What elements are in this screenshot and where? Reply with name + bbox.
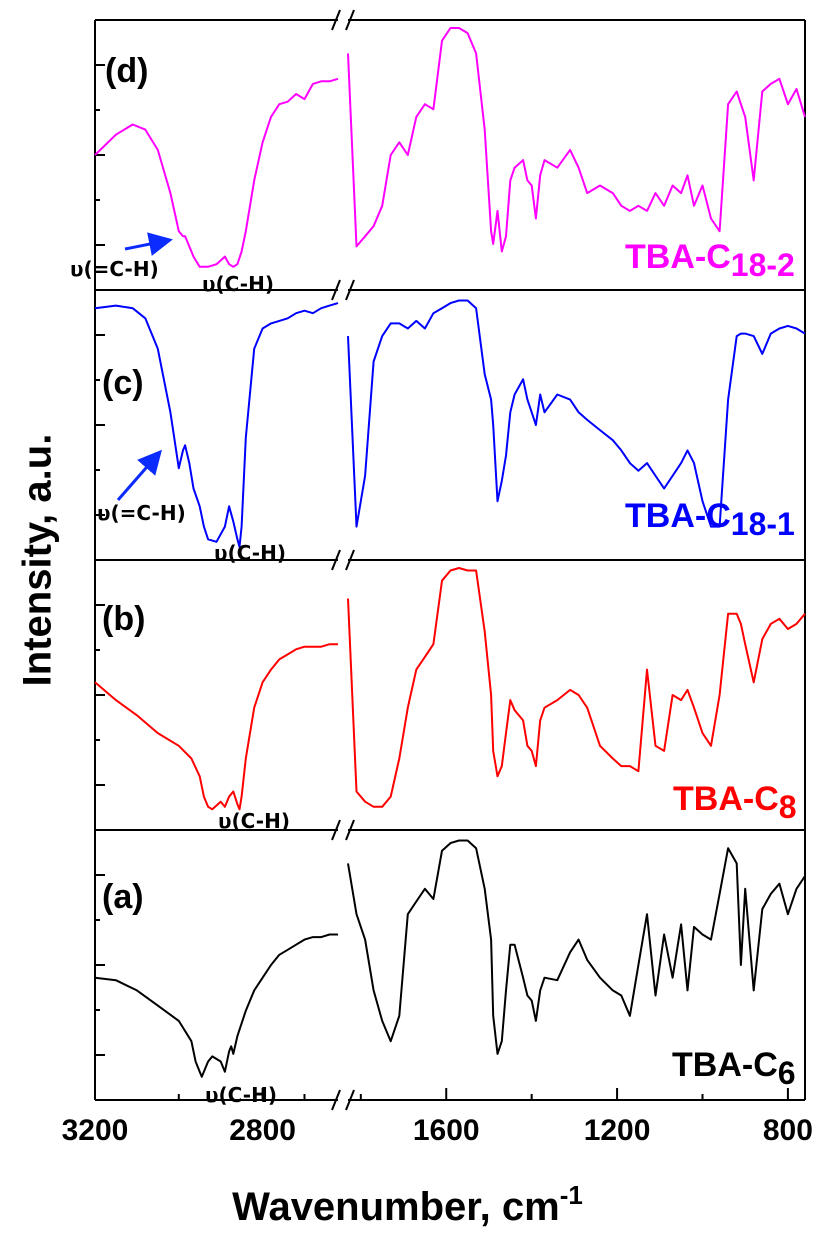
x-axis-label: Wavenumber, cm bbox=[232, 1185, 560, 1229]
sample-name-subscript: 6 bbox=[778, 1055, 796, 1091]
sample-name-c: TBA-C18-1 bbox=[625, 497, 795, 542]
axes-layer bbox=[94, 9, 806, 1111]
vibration-annotation: υ(C-H) bbox=[202, 272, 274, 296]
panel-letter-c: (c) bbox=[102, 364, 144, 402]
panel-letter-a: (a) bbox=[102, 878, 144, 916]
spectrum-b-right bbox=[347, 567, 806, 808]
sample-name-base: TBA-C bbox=[625, 497, 731, 535]
annotation-arrow bbox=[116, 449, 162, 501]
x-axis-label-sup: -1 bbox=[559, 1180, 583, 1210]
panel-letter-d: (d) bbox=[105, 52, 148, 90]
spectrum-a-left bbox=[94, 933, 338, 1078]
x-axis-label-wrap: Wavenumber, cm-1 bbox=[0, 1180, 815, 1230]
vibration-annotation: υ(=C-H) bbox=[70, 257, 159, 281]
curves-layer bbox=[94, 27, 806, 1078]
axis-break-mark bbox=[345, 9, 355, 31]
vibration-annotation: υ(=C-H) bbox=[97, 501, 186, 525]
x-tick-label: 2800 bbox=[229, 1114, 296, 1147]
spectrum-b-left bbox=[94, 643, 338, 811]
sample-name-subscript: 18-2 bbox=[731, 247, 795, 283]
sample-name-a: TBA-C6 bbox=[672, 1046, 796, 1091]
axis-break-mark bbox=[331, 1089, 341, 1111]
y-axis-label-wrap: Intensity, a.u. bbox=[8, 0, 68, 1251]
axis-break-mark bbox=[345, 1089, 355, 1111]
vibration-annotation: υ(C-H) bbox=[218, 809, 290, 833]
vibration-annotation: υ(C-H) bbox=[205, 1083, 277, 1107]
axis-break-mark bbox=[331, 9, 341, 31]
labels-layer: (d)TBA-C18-2υ(=C-H)υ(C-H)(c)TBA-C18-1υ(=… bbox=[62, 52, 813, 1147]
x-tick-label: 3200 bbox=[62, 1114, 129, 1147]
spectrum-d-left bbox=[94, 77, 339, 268]
y-axis-label: Intensity, a.u. bbox=[15, 433, 60, 687]
x-tick-label: 1200 bbox=[584, 1114, 651, 1147]
x-tick-label: 800 bbox=[763, 1114, 813, 1147]
spectrum-c-right bbox=[347, 299, 806, 528]
sample-name-base: TBA-C bbox=[672, 1046, 778, 1084]
panel-letter-b: (b) bbox=[102, 600, 145, 638]
x-tick-label: 1600 bbox=[413, 1114, 480, 1147]
spectrum-a-right bbox=[347, 839, 806, 1055]
annotation-arrow bbox=[124, 232, 173, 256]
spectrum-d-right bbox=[347, 27, 806, 253]
sample-name-subscript: 8 bbox=[779, 789, 797, 825]
sample-name-base: TBA-C bbox=[625, 238, 731, 276]
sample-name-d: TBA-C18-2 bbox=[625, 238, 795, 283]
sample-name-b: TBA-C8 bbox=[673, 780, 797, 825]
vibration-annotation: υ(C-H) bbox=[214, 541, 286, 565]
sample-name-subscript: 18-1 bbox=[731, 506, 795, 542]
spectrum-c-left bbox=[94, 302, 339, 548]
sample-name-base: TBA-C bbox=[673, 780, 779, 818]
